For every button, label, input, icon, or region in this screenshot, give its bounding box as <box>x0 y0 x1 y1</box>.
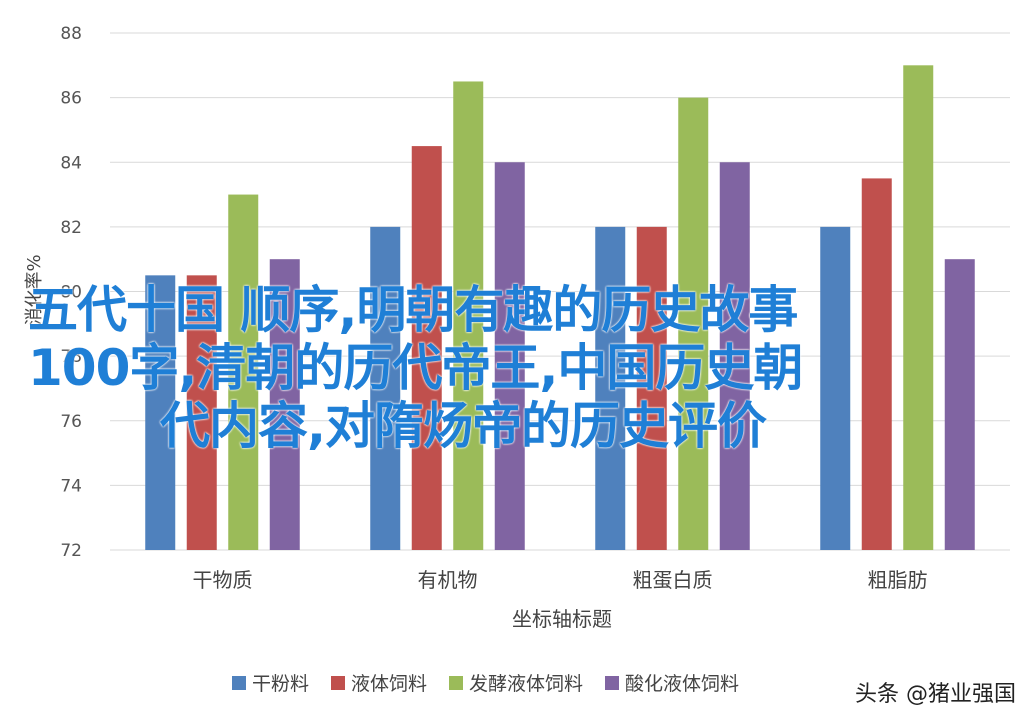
bar <box>269 259 300 550</box>
x-tick-labels: 干物质 有机物 粗蛋白质 粗脂肪 <box>193 568 928 592</box>
x-tick-label: 干物质 <box>193 568 253 592</box>
y-tick-label: 82 <box>60 218 82 238</box>
bar <box>820 226 851 550</box>
legend-label: 发酵液体饲料 <box>469 673 583 695</box>
watermark: 头条 @猪业强国 <box>855 682 1016 707</box>
legend-label: 液体饲料 <box>351 673 427 695</box>
y-tick-label: 78 <box>60 347 82 367</box>
y-tick-labels: 72 74 76 78 80 82 84 86 88 <box>60 24 82 561</box>
bar <box>494 162 525 550</box>
y-tick-label: 86 <box>60 89 82 109</box>
bar <box>903 65 934 550</box>
x-axis-title: 坐标轴标题 <box>512 607 612 631</box>
bar <box>861 178 892 550</box>
legend-swatch <box>331 676 345 690</box>
bar <box>370 226 401 550</box>
y-tick-label: 72 <box>60 541 82 561</box>
y-tick-label: 74 <box>60 476 82 496</box>
y-tick-label: 84 <box>60 153 82 173</box>
legend-label: 酸化液体饲料 <box>625 673 739 695</box>
bar <box>145 275 176 550</box>
bar <box>595 226 626 550</box>
bar <box>228 194 259 550</box>
bar <box>678 97 709 550</box>
x-tick-label: 有机物 <box>418 568 478 592</box>
legend: 干粉料 液体饲料 发酵液体饲料 酸化液体饲料 <box>232 673 739 695</box>
bar <box>719 162 750 550</box>
y-tick-label: 76 <box>60 412 82 432</box>
gridlines <box>110 32 1010 551</box>
bar <box>453 81 484 550</box>
y-axis-title: 消化率% <box>24 254 45 325</box>
bar <box>186 275 217 550</box>
bar <box>944 259 975 550</box>
bar <box>636 226 667 550</box>
x-tick-label: 粗蛋白质 <box>633 568 713 592</box>
y-tick-label: 88 <box>60 24 82 44</box>
x-tick-label: 粗脂肪 <box>868 568 928 592</box>
legend-swatch <box>605 676 619 690</box>
y-tick-label: 80 <box>60 283 82 303</box>
bar <box>411 146 442 550</box>
legend-label: 干粉料 <box>252 673 309 695</box>
legend-swatch <box>449 676 463 690</box>
legend-swatch <box>232 676 246 690</box>
bars <box>145 65 975 550</box>
